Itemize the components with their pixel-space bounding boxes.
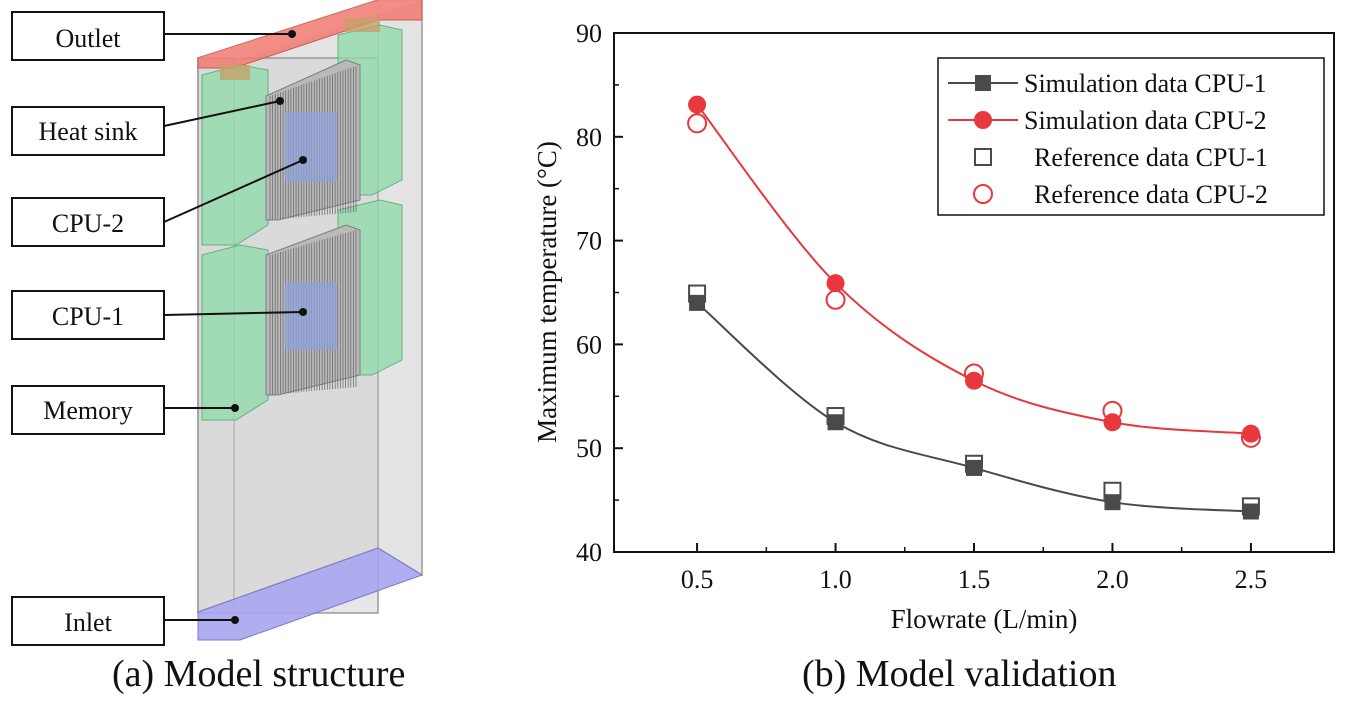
legend-box	[937, 57, 1325, 216]
data-point	[965, 371, 983, 390]
data-point	[825, 289, 846, 310]
x-tick-label: 2.0	[1096, 565, 1129, 594]
y-axis: 40 50 60 70 80 90	[576, 19, 623, 567]
legend-item: Reference data CPU-2	[973, 180, 1268, 209]
series-simulation-data-cpu-2	[688, 95, 1260, 443]
label-cpu2: CPU-2	[11, 156, 307, 247]
data-point	[1241, 424, 1260, 443]
svg-text:CPU-2: CPU-2	[52, 209, 124, 238]
series-line	[696, 302, 1251, 513]
x-tick-label: 1.0	[819, 565, 852, 594]
legend-label: Simulation data CPU-2	[1024, 106, 1267, 135]
label-memory: Memory	[11, 385, 239, 435]
svg-text:Memory: Memory	[43, 396, 133, 425]
data-point	[966, 459, 982, 476]
y-tick-label: 70	[576, 227, 602, 256]
legend: Simulation data CPU-1 Simulation data CPU…	[937, 57, 1325, 216]
data-point	[689, 294, 706, 311]
data-point	[827, 414, 844, 431]
data-point	[1103, 413, 1122, 432]
data-point	[1242, 503, 1259, 520]
y-tick-label: 80	[576, 123, 602, 152]
svg-text:CPU-1: CPU-1	[52, 302, 124, 331]
caption-model-structure: (a) Model structure	[112, 653, 406, 695]
legend-item: Reference data CPU-1	[974, 143, 1268, 172]
svg-text:Inlet: Inlet	[64, 608, 112, 637]
cpu2-chip	[285, 112, 337, 182]
x-tick-label: 2.5	[1235, 565, 1268, 594]
svg-text:Outlet: Outlet	[56, 24, 122, 53]
legend-marker	[974, 148, 992, 166]
x-axis-label: Flowrate (L/min)	[891, 604, 1078, 634]
label-heat-sink: Heat sink	[11, 97, 284, 156]
legend-marker	[974, 111, 992, 129]
label-outlet: Outlet	[11, 11, 296, 61]
legend-label: Reference data CPU-1	[1034, 143, 1268, 172]
x-tick-label: 1.5	[958, 565, 991, 594]
series-reference-data-cpu-1	[688, 284, 1260, 516]
model-structure-illustration: Outlet Heat sink CPU-2 CPU-1 Memory	[11, 0, 424, 646]
data-point	[826, 274, 845, 293]
y-tick-label: 90	[576, 19, 602, 48]
legend-marker	[973, 184, 993, 204]
x-tick-label: 0.5	[681, 565, 714, 594]
y-axis-label: Maximum temperature (°C)	[532, 141, 562, 443]
y-tick-label: 50	[576, 434, 602, 463]
series-simulation-data-cpu-1	[689, 294, 1259, 520]
legend-label: Simulation data CPU-1	[1024, 69, 1267, 98]
svg-text:Heat sink: Heat sink	[39, 117, 138, 146]
data-point	[1104, 494, 1121, 511]
caption-model-validation: (b) Model validation	[802, 653, 1117, 695]
series-layer	[687, 95, 1261, 520]
inlet-region	[197, 547, 424, 641]
y-tick-label: 40	[576, 538, 602, 567]
cpu1-chip	[285, 282, 337, 350]
label-cpu1: CPU-1	[11, 290, 307, 340]
x-axis: 0.5 1.0 1.5 2.0 2.5	[681, 543, 1267, 594]
legend-marker	[975, 75, 991, 91]
series-line	[696, 104, 1252, 435]
y-tick-label: 60	[576, 330, 602, 359]
legend-item: Simulation data CPU-1	[948, 69, 1267, 98]
legend-label: Reference data CPU-2	[1034, 180, 1268, 209]
data-point	[687, 113, 708, 134]
label-inlet: Inlet	[11, 596, 239, 646]
validation-chart: 40 50 60 70 80 90 0.5 1.0 1.5 2.0 2.5 Flowrate (L…	[532, 19, 1335, 634]
legend-item: Simulation data CPU-2	[948, 106, 1267, 135]
data-point	[688, 95, 707, 114]
